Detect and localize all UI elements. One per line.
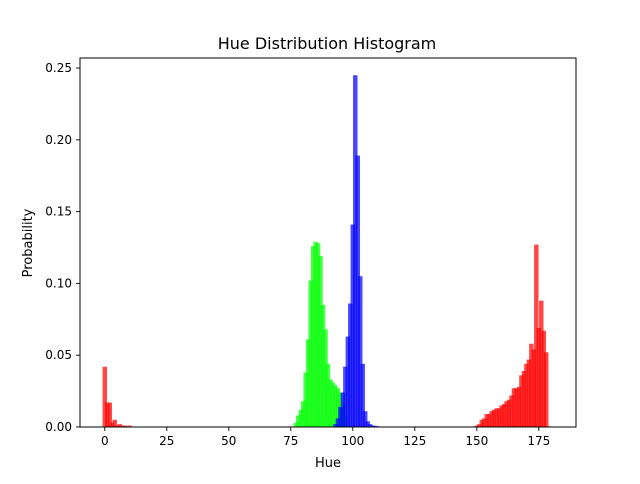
histogram-bar: [541, 330, 546, 427]
histogram-bar: [296, 415, 301, 427]
histogram-bar: [315, 243, 321, 427]
histogram-bar: [335, 418, 341, 427]
plot-frame: [79, 57, 577, 428]
y-tick-label: 0.10: [45, 276, 72, 290]
histogram-bar: [494, 408, 499, 427]
histogram-bar: [486, 414, 492, 427]
histogram-bar: [110, 422, 115, 427]
histogram-bar: [328, 379, 333, 427]
histogram-bar: [531, 349, 537, 427]
histogram-bar: [370, 425, 375, 427]
x-tick-label: 100: [341, 434, 364, 448]
y-tick-label: 0.00: [45, 420, 72, 434]
histogram-bar: [325, 363, 331, 427]
y-axis-label: Probability: [21, 208, 36, 277]
histogram-bar: [372, 425, 378, 427]
histogram-bar: [519, 375, 524, 427]
x-tick-label: 0: [101, 434, 109, 448]
histogram-bar: [529, 343, 534, 427]
x-tick-label: 125: [403, 434, 426, 448]
histogram-bar: [358, 276, 363, 427]
histogram-bar: [514, 388, 519, 427]
histogram-bar: [474, 425, 480, 427]
x-axis-label: Hue: [315, 456, 341, 471]
histogram-bar: [496, 408, 502, 427]
histogram-bar: [308, 280, 313, 427]
histogram-bar: [544, 352, 549, 427]
histogram-bar: [107, 402, 112, 427]
histogram-bar: [335, 388, 341, 427]
histogram-bar: [355, 155, 360, 427]
y-tick-label: 0.05: [45, 348, 72, 362]
histogram-bar: [521, 371, 527, 427]
histogram-bar: [526, 359, 532, 427]
y-axis-ticks: 0.00 0.05 0.10 0.15 0.20 0.25: [45, 61, 80, 434]
bars-layer: [102, 75, 551, 427]
histogram-bar: [504, 401, 509, 427]
x-tick-label: 50: [221, 434, 236, 448]
histogram-bar: [117, 424, 122, 427]
histogram-bar: [114, 425, 120, 427]
histogram-bar: [350, 224, 356, 427]
histogram-bar: [318, 256, 323, 427]
chart-title: Hue Distribution Histogram: [218, 34, 437, 53]
histogram-bar: [536, 327, 542, 427]
histogram-bar: [362, 411, 368, 427]
histogram-bar: [348, 303, 353, 427]
histogram-bar: [367, 424, 373, 427]
histogram-bar: [330, 382, 336, 427]
y-tick-label: 0.15: [45, 205, 72, 219]
histogram-bar: [300, 401, 306, 427]
histogram-bar: [499, 405, 504, 427]
histogram-bar: [293, 422, 298, 427]
histogram-bar: [112, 419, 117, 427]
histogram-bar: [333, 385, 338, 427]
histogram-bar: [482, 418, 487, 427]
histogram-bar: [484, 414, 489, 427]
x-tick-label: 175: [527, 434, 550, 448]
histogram-bar: [353, 75, 358, 427]
x-tick-label: 150: [465, 434, 488, 448]
histogram-bar: [313, 241, 318, 427]
histogram-bar: [479, 419, 484, 427]
histogram-bar: [501, 404, 507, 427]
histogram-bar: [119, 425, 125, 427]
histogram-bar: [303, 372, 308, 427]
histogram-bar: [102, 366, 108, 427]
y-tick-label: 0.25: [45, 61, 72, 75]
histogram-bar: [340, 392, 346, 427]
x-tick-label: 75: [283, 434, 298, 448]
histogram-bar: [338, 406, 343, 427]
histogram-bar: [491, 409, 497, 427]
histogram-bar: [524, 363, 529, 427]
y-tick-label: 0.20: [45, 133, 72, 147]
histogram-bar: [534, 244, 539, 427]
histogram-bar: [310, 246, 316, 427]
histogram-bar: [122, 425, 127, 427]
histogram-bar: [506, 399, 512, 427]
histogram-bar: [509, 395, 514, 427]
histogram-bar: [333, 424, 338, 427]
histogram-bar: [323, 329, 328, 427]
histogram-bar: [305, 339, 311, 427]
histogram-bar: [511, 388, 517, 427]
x-tick-label: 25: [159, 434, 174, 448]
histogram-bar: [477, 424, 482, 427]
histogram-bar: [345, 336, 351, 427]
histogram-bar: [127, 425, 132, 427]
histogram-bar: [360, 363, 365, 427]
histogram-bar: [365, 421, 370, 427]
histogram-bar: [343, 366, 348, 427]
histogram-bar: [105, 402, 110, 427]
x-axis-ticks: 0 25 50 75 100 125 150 175: [101, 427, 550, 448]
histogram-bar: [539, 300, 544, 427]
histogram-bar: [489, 411, 494, 427]
histogram-bar: [516, 386, 522, 427]
histogram-bar: [298, 409, 303, 427]
histogram-bar: [320, 304, 326, 427]
